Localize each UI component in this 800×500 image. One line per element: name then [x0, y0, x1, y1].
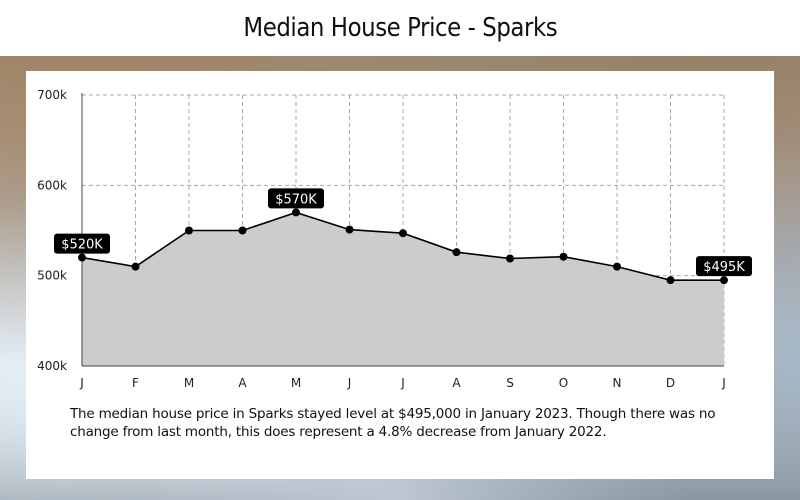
- area-chart: 400k 500k 600k 700k J F M A M J J A S O N D J $520K $570K…: [37, 88, 752, 390]
- label-layer: $520K $570K $495K: [54, 188, 752, 277]
- data-point: [613, 262, 621, 271]
- x-tick-label: A: [238, 376, 247, 390]
- data-point: [185, 226, 193, 235]
- data-label: $570K: [268, 188, 324, 209]
- title-bar: Median House Price - Sparks: [0, 0, 800, 56]
- axis-layer: 400k 500k 600k 700k J F M A M J J A S O N D J: [37, 88, 726, 390]
- data-point: [345, 225, 354, 234]
- y-tick-label: 700k: [37, 88, 67, 102]
- chart-card: 400k 500k 600k 700k J F M A M J J A S O N D J $520K $570K…: [26, 71, 774, 479]
- x-tick-label: M: [184, 376, 194, 390]
- data-label: $495K: [696, 256, 752, 277]
- x-tick-label: J: [347, 376, 352, 390]
- chart-title: Median House Price - Sparks: [243, 13, 557, 43]
- data-label-bg: [54, 233, 110, 254]
- area-layer: [82, 212, 724, 366]
- y-tick-label: 400k: [37, 359, 67, 373]
- data-label-text: $570K: [275, 192, 317, 207]
- data-point: [559, 252, 568, 261]
- data-label-text: $520K: [61, 238, 103, 253]
- x-tick-label: O: [559, 376, 568, 390]
- data-label-text: $495K: [703, 260, 745, 275]
- data-point: [131, 262, 140, 271]
- data-point: [399, 229, 407, 238]
- x-tick-label: A: [452, 376, 461, 390]
- y-tick-label: 600k: [37, 178, 67, 192]
- data-point: [720, 276, 728, 285]
- data-point: [452, 248, 461, 257]
- chart-caption: The median house price in Sparks stayed …: [70, 406, 716, 440]
- data-point: [78, 253, 86, 262]
- x-tick-label: J: [400, 376, 405, 390]
- data-label: $520K: [54, 233, 110, 254]
- point-layer: [78, 208, 728, 285]
- x-tick-label: J: [79, 376, 84, 390]
- x-tick-label: N: [613, 376, 622, 390]
- x-tick-label: F: [132, 376, 139, 390]
- x-tick-label: D: [666, 376, 675, 390]
- y-tick-label: 500k: [37, 269, 67, 283]
- data-point: [506, 254, 514, 263]
- data-label-bg: [696, 256, 752, 277]
- x-tick-label: S: [506, 376, 514, 390]
- x-tick-label: M: [291, 376, 301, 390]
- x-tick-label: J: [721, 376, 726, 390]
- data-point: [238, 226, 247, 235]
- data-label-bg: [268, 188, 324, 209]
- data-point: [666, 276, 675, 285]
- area-fill: [82, 212, 724, 366]
- data-point: [292, 208, 300, 217]
